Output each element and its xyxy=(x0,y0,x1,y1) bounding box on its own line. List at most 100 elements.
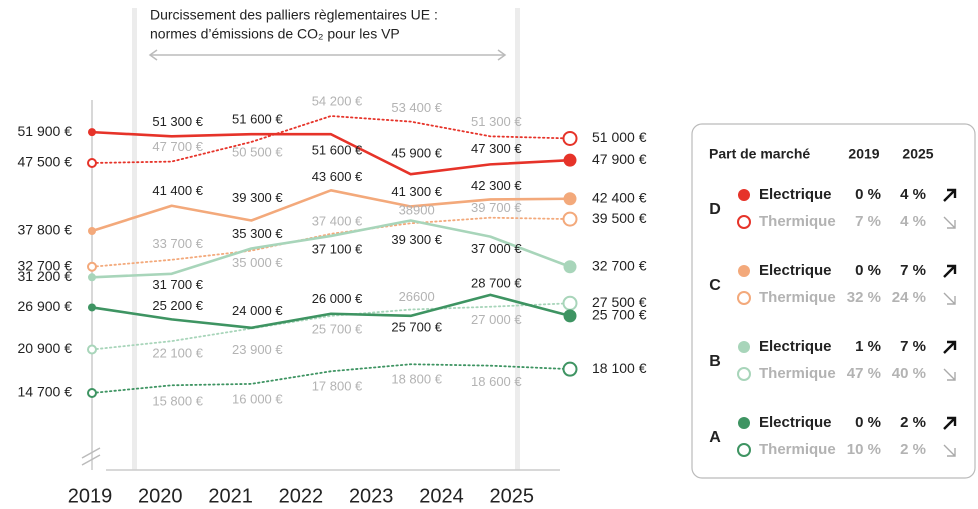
legend-share: 0 % xyxy=(855,186,881,203)
arrow-head xyxy=(148,49,507,61)
series-line xyxy=(90,293,572,330)
trend-arrow xyxy=(943,188,957,202)
value-label: 39 300 € xyxy=(232,190,283,205)
legend-label: Thermique xyxy=(759,213,836,230)
value-label: 16 000 € xyxy=(232,391,283,406)
legend-marker xyxy=(737,443,751,457)
x-tick-label: 2025 xyxy=(490,485,535,507)
legend-marker xyxy=(738,341,750,353)
value-label: 31 200 € xyxy=(18,268,73,284)
value-label: 18 800 € xyxy=(391,372,442,387)
trend-arrow xyxy=(943,368,956,381)
value-label: 51 000 € xyxy=(592,129,647,145)
legend-share: 0 % xyxy=(855,414,881,431)
value-label: 39 500 € xyxy=(592,210,647,226)
series-line xyxy=(91,216,571,268)
legend-share: 2 % xyxy=(900,441,926,458)
legend-share: 0 % xyxy=(855,262,881,279)
value-label: 20 900 € xyxy=(18,340,73,356)
value-label: 51 600 € xyxy=(232,112,283,127)
legend-group: A xyxy=(709,429,721,446)
value-label: 37 000 € xyxy=(471,241,522,256)
legend-share: 10 % xyxy=(847,441,881,458)
legend-box xyxy=(691,123,976,479)
legend-label: Thermique xyxy=(759,441,836,458)
trend-arrow xyxy=(943,416,957,430)
value-label: 14 700 € xyxy=(18,384,73,400)
legend-share: 32 % xyxy=(847,289,881,306)
value-label: 35 300 € xyxy=(232,226,283,241)
point xyxy=(562,211,578,227)
series-line xyxy=(90,219,572,279)
legend-share: 7 % xyxy=(855,213,881,230)
legend-label: Electrique xyxy=(759,414,832,431)
legend-group: C xyxy=(709,277,721,294)
legend-marker xyxy=(738,265,750,277)
value-label: 33 700 € xyxy=(152,236,203,251)
legend-marker xyxy=(738,417,750,429)
series-line xyxy=(91,115,571,164)
point xyxy=(88,227,96,236)
point xyxy=(87,157,97,168)
point xyxy=(87,344,97,355)
point xyxy=(88,273,96,282)
legend-marker xyxy=(737,291,751,305)
value-label: 31 700 € xyxy=(152,277,203,292)
value-label: 54 200 € xyxy=(312,93,363,108)
series-line xyxy=(91,363,571,394)
value-label: 26 000 € xyxy=(312,291,363,306)
point xyxy=(87,388,97,398)
series-line xyxy=(90,130,572,176)
legend-share: 4 % xyxy=(900,213,926,230)
x-tick-label: 2019 xyxy=(68,485,113,507)
legend-header: 2019 xyxy=(848,146,879,162)
legend-share: 2 % xyxy=(900,414,926,431)
x-tick-label: 2022 xyxy=(279,485,324,507)
legend-marker xyxy=(737,215,751,229)
value-label: 22 100 € xyxy=(152,346,203,361)
legend-label: Electrique xyxy=(759,186,832,203)
value-label: 25 200 € xyxy=(152,298,203,313)
trend-arrow xyxy=(943,216,956,229)
x-tick-label: 2021 xyxy=(208,485,253,507)
point xyxy=(563,260,577,274)
point xyxy=(563,192,577,206)
series-line xyxy=(91,302,571,351)
point xyxy=(563,153,577,167)
value-label: 47 700 € xyxy=(152,139,203,154)
band-edge xyxy=(132,8,137,470)
legend-marker xyxy=(738,189,750,201)
x-tick-label: 2024 xyxy=(419,485,464,507)
value-label: 37 400 € xyxy=(312,213,363,228)
series-line xyxy=(90,189,572,233)
value-label: 26 900 € xyxy=(18,298,73,314)
trend-arrow xyxy=(943,444,956,457)
value-label: 51 600 € xyxy=(312,143,363,158)
value-label: 41 400 € xyxy=(152,183,203,198)
legend-label: Electrique xyxy=(759,338,832,355)
value-label: 26600 xyxy=(399,289,435,304)
point xyxy=(563,309,577,323)
value-label: 18 600 € xyxy=(471,374,522,389)
legend-group: D xyxy=(709,201,721,218)
point xyxy=(562,295,578,311)
point xyxy=(87,261,97,272)
trend-arrow xyxy=(943,292,956,305)
annotation: Durcissement des palliers règlementaires… xyxy=(150,7,438,23)
value-label: 53 400 € xyxy=(391,100,442,115)
value-label: 32 700 € xyxy=(18,257,73,273)
value-label: 32 700 € xyxy=(592,257,647,273)
value-label: 27 500 € xyxy=(592,294,647,310)
point xyxy=(88,128,96,137)
legend-share: 1 % xyxy=(855,338,881,355)
axis-break xyxy=(81,447,101,466)
value-label: 41 300 € xyxy=(391,184,442,199)
value-label: 47 300 € xyxy=(471,141,522,156)
value-label: 28 700 € xyxy=(471,275,522,290)
x-tick-label: 2020 xyxy=(138,485,183,507)
legend-share: 47 % xyxy=(847,365,881,382)
value-label: 51 300 € xyxy=(471,114,522,129)
value-label: 24 000 € xyxy=(232,303,283,318)
value-label: 18 100 € xyxy=(592,360,647,376)
